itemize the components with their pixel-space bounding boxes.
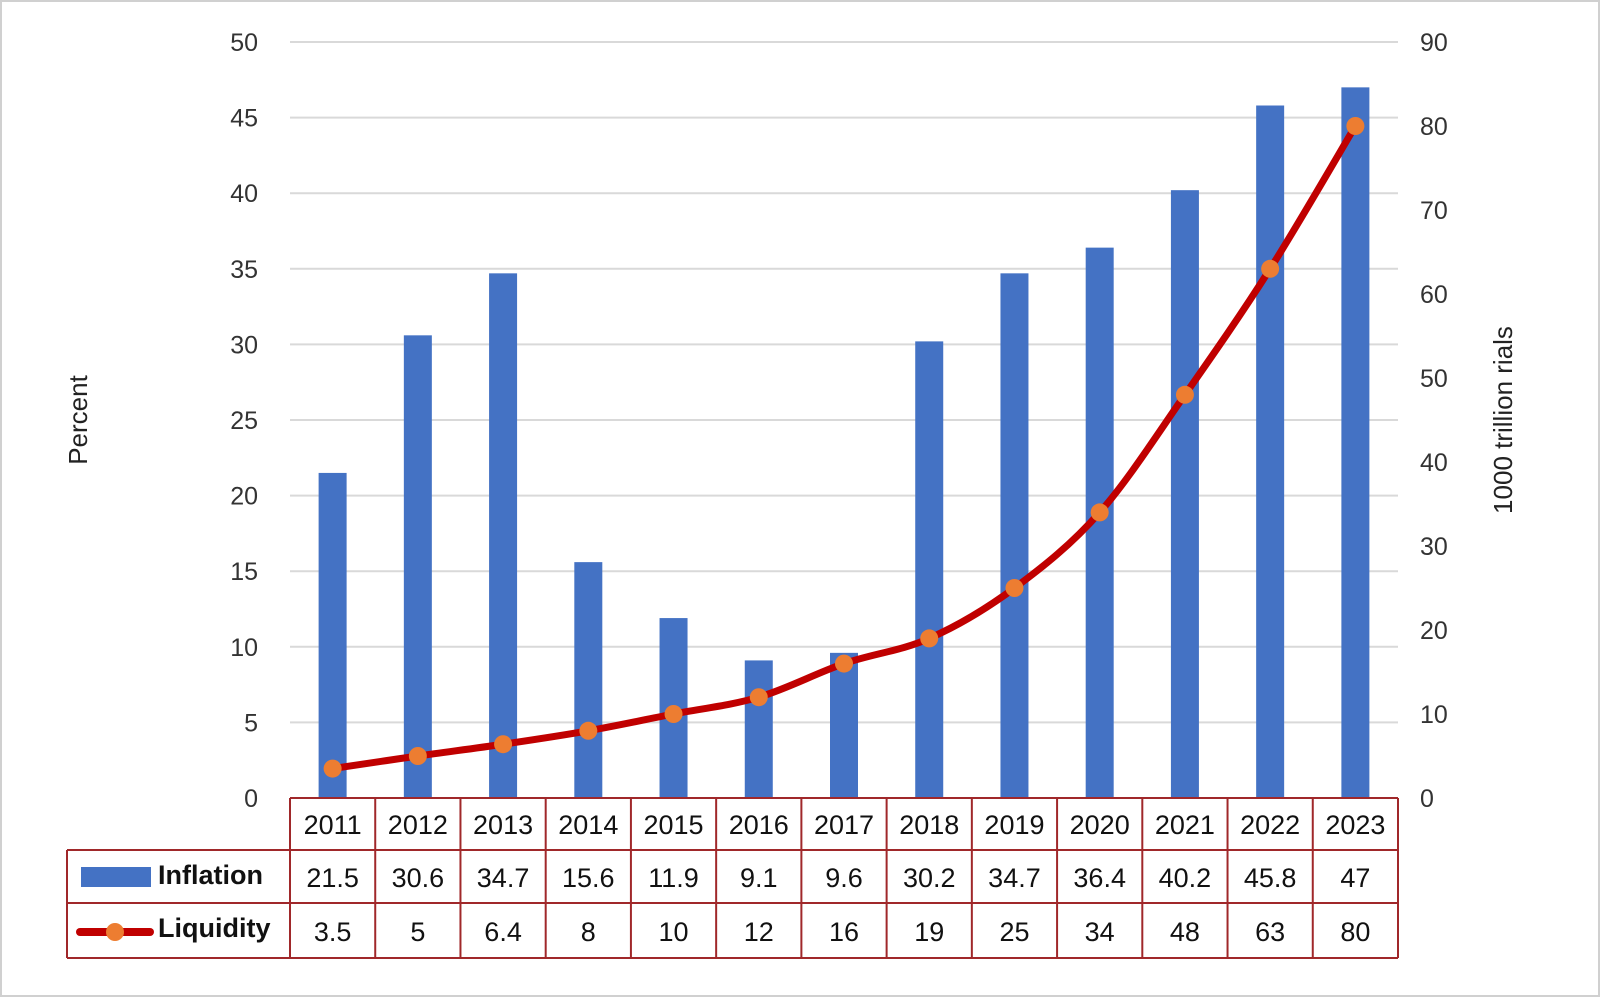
bar-inflation-2022 [1256, 105, 1285, 798]
table-inflation-value: 30.6 [392, 863, 445, 893]
table-inflation-value: 15.6 [562, 863, 615, 893]
table-inflation-value: 36.4 [1073, 863, 1126, 893]
y2-tick-label: 0 [1420, 785, 1434, 813]
table-inflation-value: 21.5 [306, 863, 359, 893]
bar-inflation-2013 [489, 273, 518, 798]
table-inflation-value: 47 [1340, 863, 1370, 893]
table-liquidity-value: 63 [1255, 917, 1285, 947]
table-year: 2022 [1240, 810, 1300, 840]
marker-liquidity-2020 [1090, 503, 1109, 522]
marker-liquidity-2017 [835, 654, 853, 673]
table-year: 2017 [814, 810, 874, 840]
table-year: 2011 [304, 810, 362, 840]
bar-inflation-2016 [744, 660, 773, 798]
table-liquidity-value: 80 [1340, 917, 1370, 947]
table-year: 2015 [643, 810, 703, 840]
table-year: 2012 [388, 810, 448, 840]
table-inflation-value: 11.9 [648, 863, 699, 893]
legend-inflation-swatch [81, 867, 151, 887]
table-year: 2016 [729, 810, 789, 840]
y-tick-label: 30 [230, 331, 258, 359]
y-tick-label: 35 [230, 256, 258, 284]
y-axis-label: Percent [63, 374, 93, 464]
table-liquidity-value: 25 [999, 917, 1029, 947]
bar-inflation-2011 [318, 472, 347, 798]
y2-tick-label: 10 [1420, 701, 1448, 729]
marker-liquidity-2022 [1261, 259, 1280, 278]
y2-tick-label: 50 [1420, 365, 1448, 393]
y2-tick-label: 20 [1420, 617, 1448, 645]
y-tick-label: 20 [230, 483, 258, 511]
y2-tick-label: 90 [1420, 29, 1448, 57]
table-inflation-value: 9.6 [825, 863, 863, 893]
y-tick-label: 50 [230, 29, 258, 57]
legend-liquidity-marker [106, 923, 124, 941]
bar-inflation-2012 [403, 335, 432, 798]
bar-inflation-2018 [915, 341, 944, 798]
table-liquidity-value: 3.5 [314, 917, 352, 947]
y-tick-label: 0 [244, 785, 258, 813]
y-tick-label: 5 [244, 709, 258, 737]
marker-liquidity-2011 [323, 759, 342, 778]
table-liquidity-value: 12 [744, 917, 774, 947]
table-inflation-value: 34.7 [477, 863, 530, 893]
marker-liquidity-2012 [408, 747, 427, 765]
table-liquidity-value: 5 [410, 917, 425, 947]
bar-inflation-2019 [1000, 273, 1029, 798]
marker-liquidity-2018 [920, 629, 939, 648]
table-liquidity-value: 6.4 [484, 917, 522, 947]
bar-inflation-2014 [574, 562, 603, 798]
y2-tick-label: 40 [1420, 449, 1448, 477]
table-inflation-value: 45.8 [1244, 863, 1297, 893]
table-inflation-value: 30.2 [903, 863, 956, 893]
table-liquidity-value: 48 [1170, 917, 1200, 947]
marker-liquidity-2016 [749, 688, 768, 707]
table-liquidity-value: 19 [914, 917, 944, 947]
table-inflation-value: 9.1 [740, 863, 778, 893]
y2-axis-label: 1000 trillion rials [1488, 326, 1518, 514]
table-inflation-value: 34.7 [988, 863, 1041, 893]
marker-liquidity-2015 [664, 705, 683, 723]
table-year: 2013 [473, 810, 533, 840]
table-year: 2021 [1155, 810, 1215, 840]
table-inflation-value: 40.2 [1159, 863, 1212, 893]
marker-liquidity-2019 [1005, 579, 1024, 597]
y-tick-label: 25 [230, 407, 258, 435]
table-year: 2018 [899, 810, 959, 840]
bar-inflation-2021 [1170, 190, 1199, 798]
y2-tick-label: 70 [1420, 197, 1448, 225]
table-year: 2019 [984, 810, 1044, 840]
bar-inflation-2023 [1341, 87, 1370, 799]
legend-inflation-label: Inflation [158, 860, 263, 890]
marker-liquidity-2014 [579, 721, 598, 740]
table-liquidity-value: 34 [1085, 917, 1115, 947]
y-tick-label: 45 [230, 105, 258, 133]
table-year: 2014 [558, 810, 618, 840]
marker-liquidity-2023 [1346, 117, 1365, 135]
table-liquidity-value: 16 [829, 917, 859, 947]
bar-inflation-2017 [830, 652, 858, 798]
table-liquidity-value: 10 [659, 917, 689, 947]
marker-liquidity-2021 [1175, 385, 1194, 404]
y2-tick-label: 60 [1420, 281, 1448, 309]
y2-tick-label: 80 [1420, 113, 1448, 141]
table-liquidity-value: 8 [581, 917, 596, 947]
y-tick-label: 15 [230, 558, 258, 586]
legend-liquidity-label: Liquidity [158, 913, 270, 943]
y2-tick-label: 30 [1420, 533, 1448, 561]
table-year: 2020 [1070, 810, 1130, 840]
table-year: 2023 [1325, 810, 1385, 840]
y-tick-label: 40 [230, 180, 258, 208]
marker-liquidity-2013 [494, 735, 513, 754]
y-tick-label: 10 [230, 634, 258, 662]
